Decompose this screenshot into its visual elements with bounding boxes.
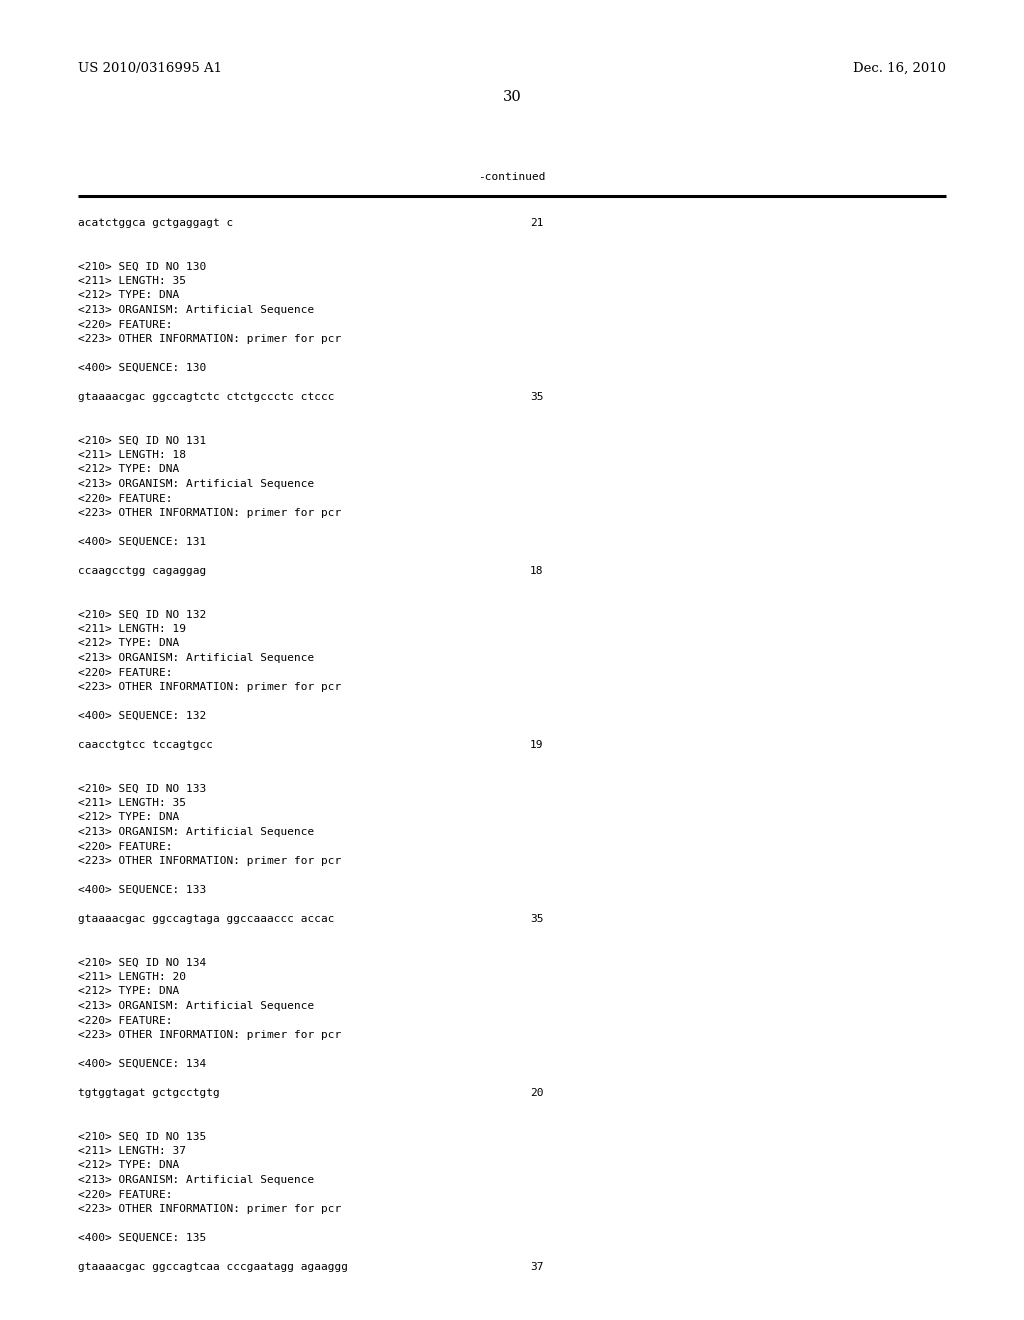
Text: 20: 20 (530, 1088, 544, 1098)
Text: Dec. 16, 2010: Dec. 16, 2010 (853, 62, 946, 75)
Text: <400> SEQUENCE: 130: <400> SEQUENCE: 130 (78, 363, 206, 374)
Text: <220> FEATURE:: <220> FEATURE: (78, 1015, 172, 1026)
Text: <211> LENGTH: 20: <211> LENGTH: 20 (78, 972, 186, 982)
Text: <213> ORGANISM: Artificial Sequence: <213> ORGANISM: Artificial Sequence (78, 1175, 314, 1185)
Text: <210> SEQ ID NO 134: <210> SEQ ID NO 134 (78, 957, 206, 968)
Text: 30: 30 (503, 90, 521, 104)
Text: <223> OTHER INFORMATION: primer for pcr: <223> OTHER INFORMATION: primer for pcr (78, 334, 341, 345)
Text: <210> SEQ ID NO 133: <210> SEQ ID NO 133 (78, 784, 206, 793)
Text: -continued: -continued (478, 172, 546, 182)
Text: <223> OTHER INFORMATION: primer for pcr: <223> OTHER INFORMATION: primer for pcr (78, 855, 341, 866)
Text: 21: 21 (530, 218, 544, 228)
Text: gtaaaacgac ggccagtaga ggccaaaccc accac: gtaaaacgac ggccagtaga ggccaaaccc accac (78, 913, 335, 924)
Text: <210> SEQ ID NO 131: <210> SEQ ID NO 131 (78, 436, 206, 446)
Text: <400> SEQUENCE: 132: <400> SEQUENCE: 132 (78, 711, 206, 721)
Text: <213> ORGANISM: Artificial Sequence: <213> ORGANISM: Artificial Sequence (78, 653, 314, 663)
Text: <213> ORGANISM: Artificial Sequence: <213> ORGANISM: Artificial Sequence (78, 1001, 314, 1011)
Text: <213> ORGANISM: Artificial Sequence: <213> ORGANISM: Artificial Sequence (78, 479, 314, 488)
Text: <400> SEQUENCE: 131: <400> SEQUENCE: 131 (78, 537, 206, 546)
Text: <212> TYPE: DNA: <212> TYPE: DNA (78, 986, 179, 997)
Text: <220> FEATURE:: <220> FEATURE: (78, 1189, 172, 1200)
Text: gtaaaacgac ggccagtctc ctctgccctc ctccc: gtaaaacgac ggccagtctc ctctgccctc ctccc (78, 392, 335, 403)
Text: <223> OTHER INFORMATION: primer for pcr: <223> OTHER INFORMATION: primer for pcr (78, 508, 341, 517)
Text: <210> SEQ ID NO 130: <210> SEQ ID NO 130 (78, 261, 206, 272)
Text: 37: 37 (530, 1262, 544, 1272)
Text: <210> SEQ ID NO 132: <210> SEQ ID NO 132 (78, 610, 206, 619)
Text: ccaagcctgg cagaggag: ccaagcctgg cagaggag (78, 566, 206, 576)
Text: gtaaaacgac ggccagtcaa cccgaatagg agaaggg: gtaaaacgac ggccagtcaa cccgaatagg agaaggg (78, 1262, 348, 1272)
Text: 35: 35 (530, 913, 544, 924)
Text: caacctgtcc tccagtgcc: caacctgtcc tccagtgcc (78, 741, 213, 750)
Text: <210> SEQ ID NO 135: <210> SEQ ID NO 135 (78, 1131, 206, 1142)
Text: <212> TYPE: DNA: <212> TYPE: DNA (78, 290, 179, 301)
Text: acatctggca gctgaggagt c: acatctggca gctgaggagt c (78, 218, 233, 228)
Text: 35: 35 (530, 392, 544, 403)
Text: <400> SEQUENCE: 135: <400> SEQUENCE: 135 (78, 1233, 206, 1243)
Text: <211> LENGTH: 19: <211> LENGTH: 19 (78, 624, 186, 634)
Text: <212> TYPE: DNA: <212> TYPE: DNA (78, 813, 179, 822)
Text: <220> FEATURE:: <220> FEATURE: (78, 319, 172, 330)
Text: <212> TYPE: DNA: <212> TYPE: DNA (78, 639, 179, 648)
Text: <211> LENGTH: 18: <211> LENGTH: 18 (78, 450, 186, 459)
Text: <223> OTHER INFORMATION: primer for pcr: <223> OTHER INFORMATION: primer for pcr (78, 1204, 341, 1214)
Text: <213> ORGANISM: Artificial Sequence: <213> ORGANISM: Artificial Sequence (78, 305, 314, 315)
Text: <223> OTHER INFORMATION: primer for pcr: <223> OTHER INFORMATION: primer for pcr (78, 682, 341, 692)
Text: <220> FEATURE:: <220> FEATURE: (78, 668, 172, 677)
Text: <211> LENGTH: 37: <211> LENGTH: 37 (78, 1146, 186, 1156)
Text: US 2010/0316995 A1: US 2010/0316995 A1 (78, 62, 222, 75)
Text: <211> LENGTH: 35: <211> LENGTH: 35 (78, 276, 186, 286)
Text: <220> FEATURE:: <220> FEATURE: (78, 842, 172, 851)
Text: <212> TYPE: DNA: <212> TYPE: DNA (78, 465, 179, 474)
Text: <223> OTHER INFORMATION: primer for pcr: <223> OTHER INFORMATION: primer for pcr (78, 1030, 341, 1040)
Text: 18: 18 (530, 566, 544, 576)
Text: <211> LENGTH: 35: <211> LENGTH: 35 (78, 799, 186, 808)
Text: 19: 19 (530, 741, 544, 750)
Text: tgtggtagat gctgcctgtg: tgtggtagat gctgcctgtg (78, 1088, 220, 1098)
Text: <213> ORGANISM: Artificial Sequence: <213> ORGANISM: Artificial Sequence (78, 828, 314, 837)
Text: <212> TYPE: DNA: <212> TYPE: DNA (78, 1160, 179, 1171)
Text: <400> SEQUENCE: 133: <400> SEQUENCE: 133 (78, 884, 206, 895)
Text: <220> FEATURE:: <220> FEATURE: (78, 494, 172, 503)
Text: <400> SEQUENCE: 134: <400> SEQUENCE: 134 (78, 1059, 206, 1069)
